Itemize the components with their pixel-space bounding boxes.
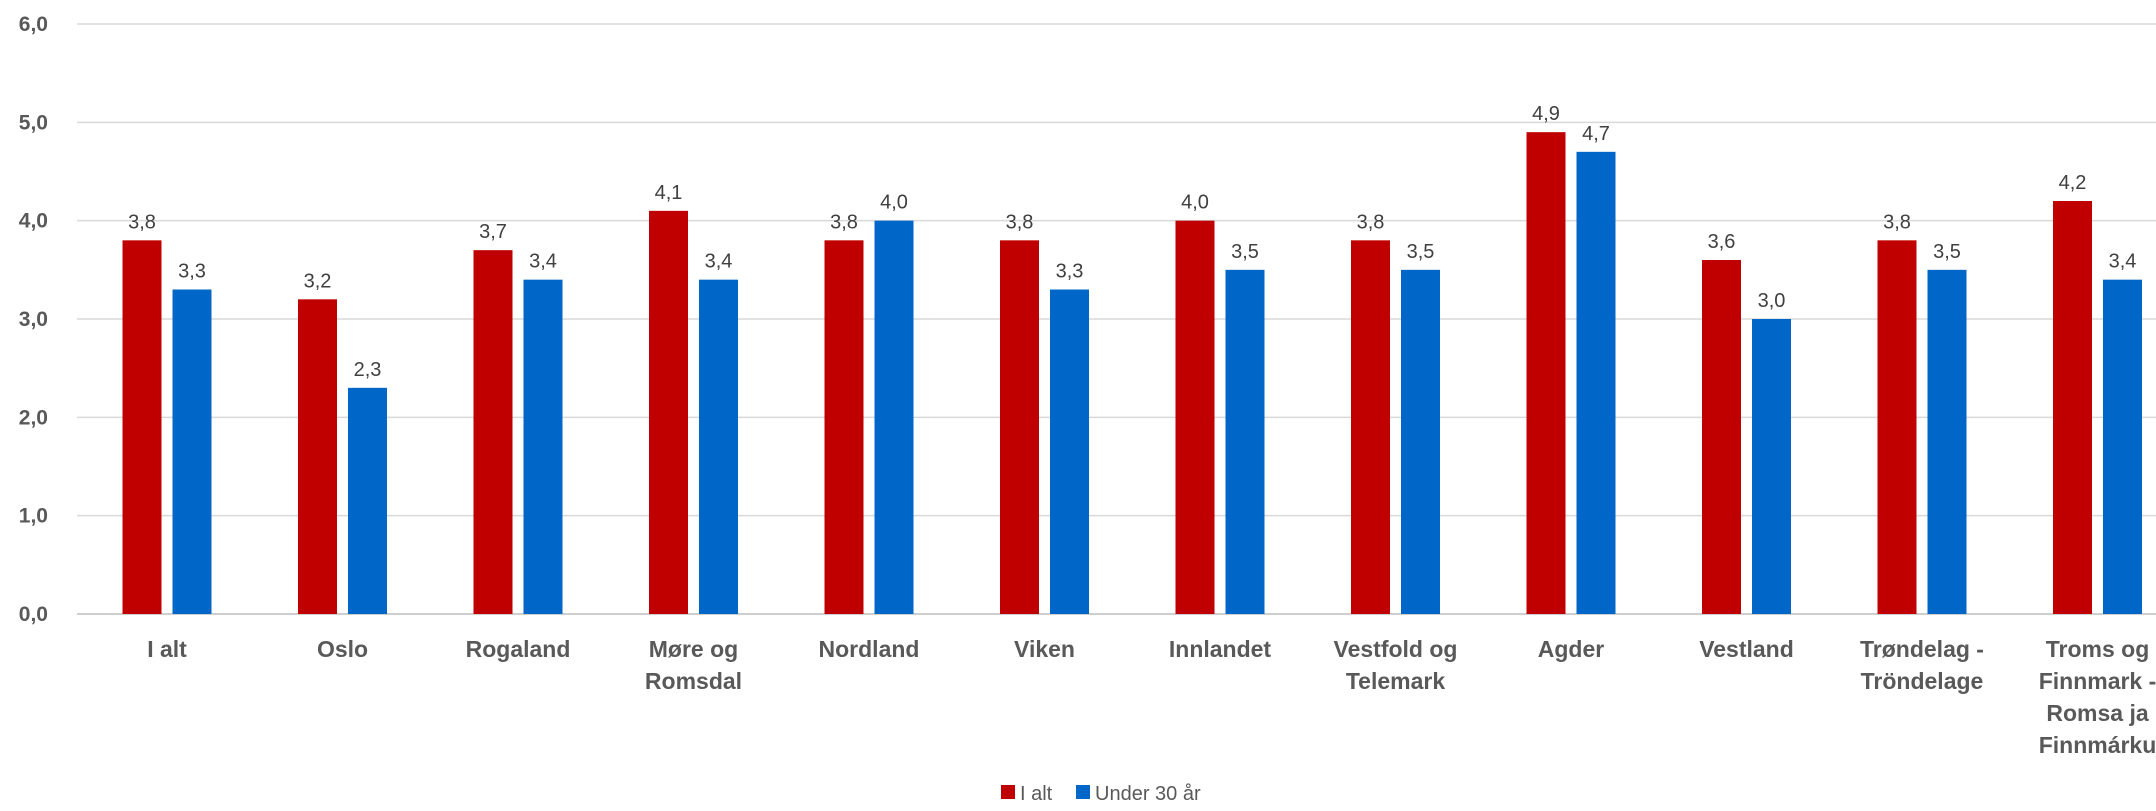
legend-swatch (1001, 785, 1015, 799)
bar (1702, 260, 1741, 614)
data-label: 3,5 (1933, 241, 1961, 263)
bar (1351, 240, 1390, 615)
data-label: 3,4 (705, 251, 733, 273)
x-axis-ticks: I alt Oslo Rogaland Møre og Romsdal Nordland V… (147, 636, 2156, 758)
bar (2053, 201, 2092, 614)
data-label: 3,8 (1006, 211, 1034, 233)
data-label: 3,4 (2109, 251, 2137, 273)
data-label: 3,5 (1231, 241, 1259, 263)
x-tick-label: Vestfold og Telemark (1334, 636, 1458, 694)
bar (348, 387, 387, 614)
x-tick-label: Møre og Romsdal (645, 636, 742, 694)
bar (874, 220, 914, 614)
data-label: 3,0 (1758, 290, 1786, 312)
bar (1225, 269, 1265, 614)
bar (523, 279, 563, 614)
data-label: 2,3 (354, 359, 382, 381)
x-tick-label: Innlandet (1169, 636, 1272, 662)
bar (1927, 269, 1967, 614)
data-label: 3,3 (178, 261, 206, 283)
bar (1401, 269, 1440, 614)
y-tick-label: 6,0 (19, 13, 48, 36)
data-label: 3,5 (1407, 241, 1435, 263)
y-axis-ticks: 0,0 1,0 2,0 3,0 4,0 5,0 6,0 (19, 13, 48, 626)
data-label: 4,9 (1532, 103, 1560, 125)
legend-label: Under 30 år (1095, 783, 1201, 805)
bars (122, 132, 2142, 615)
x-tick-label: Troms og Finnmark -Romsa ja Finnmárku (2039, 636, 2156, 758)
data-label: 3,7 (479, 221, 507, 243)
data-label: 4,0 (1181, 192, 1209, 214)
data-labels: 3,8 3,3 3,2 2,3 3,7 3,4 4,1 3,4 3,8 4,0 3,8 3,3 4,0 3… (128, 103, 2136, 381)
bar (1576, 151, 1616, 615)
data-label: 4,1 (655, 182, 683, 204)
data-label: 4,7 (1582, 123, 1610, 145)
y-tick-label: 5,0 (19, 111, 48, 134)
bar (1000, 240, 1039, 615)
bar (473, 250, 513, 614)
data-label: 3,8 (1357, 211, 1385, 233)
y-tick-label: 2,0 (19, 406, 48, 429)
data-label: 3,6 (1708, 231, 1736, 253)
data-label: 3,8 (1883, 211, 1911, 233)
y-tick-label: 1,0 (19, 505, 48, 528)
x-tick-label: Oslo (317, 636, 368, 662)
bar (1175, 220, 1215, 614)
x-tick-label: Vestland (1699, 636, 1794, 662)
x-tick-label: I alt (147, 636, 187, 662)
data-label: 4,2 (2059, 172, 2087, 194)
x-tick-label: Trøndelag -Tröndelage (1860, 636, 1984, 694)
legend-swatch (1076, 785, 1090, 799)
legend: I alt Under 30 år (1001, 783, 1201, 805)
bar (2103, 279, 2142, 614)
data-label: 3,3 (1056, 261, 1084, 283)
bar (298, 299, 337, 614)
bar (824, 240, 864, 615)
bar (649, 210, 688, 615)
bar (122, 240, 162, 615)
data-label: 3,4 (529, 251, 557, 273)
legend-label: I alt (1020, 783, 1053, 805)
x-tick-label: Agder (1538, 636, 1605, 662)
data-label: 3,8 (128, 211, 156, 233)
data-label: 3,2 (304, 270, 332, 292)
x-tick-label: Rogaland (466, 636, 571, 662)
y-tick-label: 0,0 (19, 603, 48, 626)
bar (1050, 289, 1089, 614)
bar (1752, 319, 1791, 614)
bar (172, 289, 212, 614)
bar (1526, 132, 1566, 614)
data-label: 4,0 (880, 192, 908, 214)
bar (699, 279, 738, 614)
data-label: 3,8 (830, 211, 858, 233)
x-tick-label: Nordland (819, 636, 920, 662)
y-tick-label: 3,0 (19, 308, 48, 331)
y-tick-label: 4,0 (19, 210, 48, 233)
bar (1877, 240, 1917, 615)
gridlines (77, 23, 2156, 615)
x-tick-label: Viken (1014, 636, 1075, 662)
